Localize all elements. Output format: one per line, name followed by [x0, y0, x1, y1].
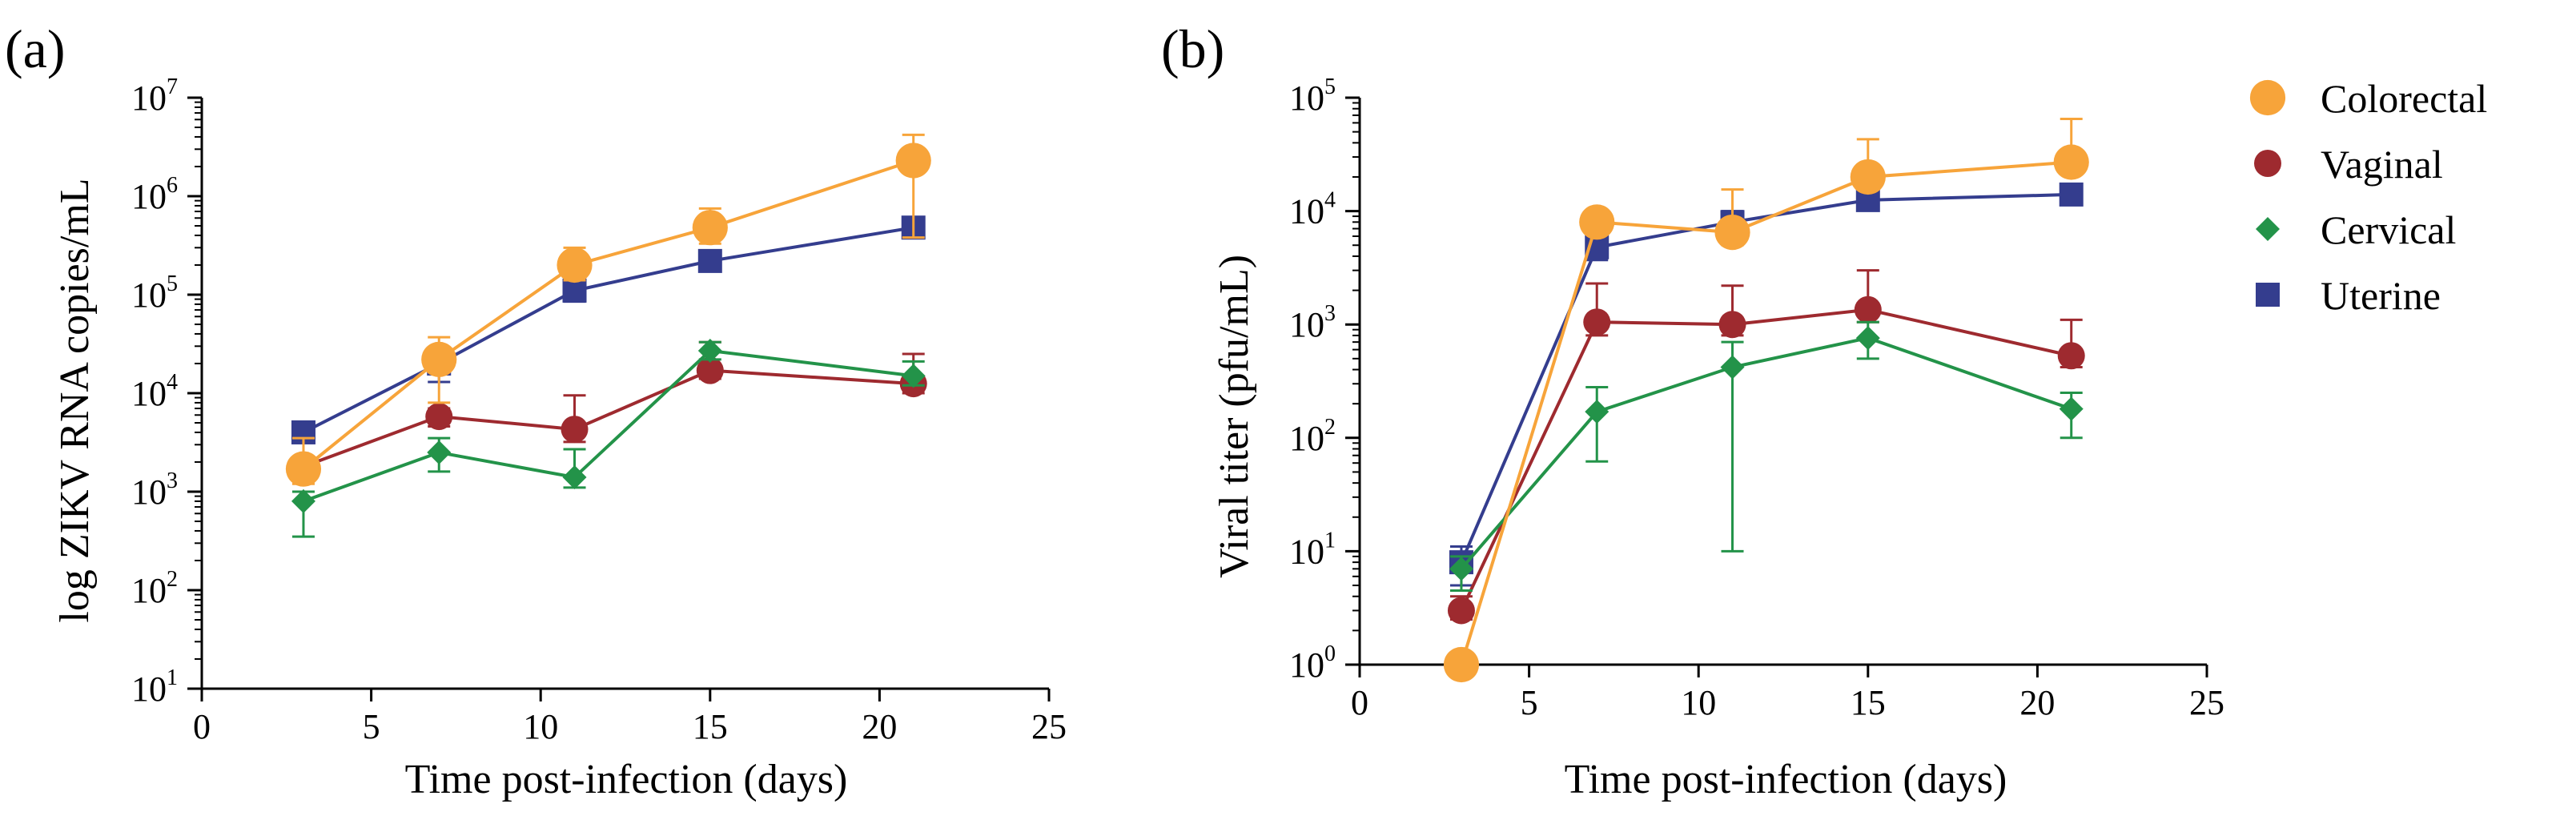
panel-a-vaginal-point-3 [696, 356, 724, 384]
panel-b-vaginal-point-2 [1718, 311, 1746, 339]
panel-b-vaginal-point-3 [1854, 295, 1882, 324]
panel-a-series-vaginal [289, 340, 927, 480]
panel-a-cervical-point-0 [291, 488, 315, 513]
panel-b-y-tick-label-0: 100 [1289, 641, 1336, 685]
panel-b-y-tick-label-2: 102 [1289, 415, 1336, 458]
panel-a-x-tick-label-20: 20 [862, 707, 897, 746]
panel-a-series-cervical [291, 338, 926, 538]
panel-b-x-tick-label-10: 10 [1681, 683, 1716, 722]
legend-marker-cervical [2256, 217, 2280, 241]
panel-a-colorectal-point-2 [557, 247, 593, 283]
panel-b-y-axis-title: Viral titer (pfu/mL) [1212, 255, 1257, 578]
panel-b-cervical-line [1460, 336, 2072, 570]
panel-a-label: (a) [5, 18, 65, 79]
panel-b-series-cervical [1449, 320, 2084, 593]
panel-a-colorectal-point-4 [895, 143, 931, 179]
panel-a-x-tick-label-15: 15 [693, 707, 728, 746]
panel-a-series-colorectal [285, 133, 931, 487]
panel-a-cervical-point-3 [697, 338, 722, 363]
panel-b-vaginal-point-1 [1583, 308, 1611, 336]
legend-marker-vaginal [2254, 150, 2281, 177]
panel-a-x-axis-title: Time post-infection (days) [405, 757, 848, 802]
panel-b-y-tick-label-4: 104 [1289, 188, 1336, 231]
panel-b-series-uterine [1449, 182, 2084, 587]
panel-a: (a) Time post-infection (days) log ZIKV … [5, 18, 1067, 802]
panel-b-x-tick-label-15: 15 [1851, 683, 1886, 722]
panel-b-y-tick-label-3: 103 [1289, 301, 1336, 344]
panel-b-x-tick-label-25: 25 [2189, 683, 2224, 722]
panel-b-x-tick-label-20: 20 [2019, 683, 2055, 722]
panel-a-y-tick-label-3: 103 [131, 468, 178, 512]
legend-label-colorectal: Colorectal [2321, 76, 2487, 121]
panel-b-x-tick-label-5: 5 [1521, 683, 1538, 722]
panel-a-y-tick-label-5: 105 [131, 271, 178, 315]
panel-a-vaginal-point-2 [561, 416, 589, 444]
panel-a-x-tick-label-25: 25 [1031, 707, 1067, 746]
panel-b-y-tick-label-1: 101 [1289, 528, 1336, 571]
panel-a-uterine-line [303, 226, 914, 434]
panel-a-y-axis-title: log ZIKV RNA copies/mL [52, 178, 98, 622]
panel-a-x-tick-label-5: 5 [363, 707, 380, 746]
panel-a-y-tick-label-6: 106 [131, 173, 178, 216]
legend-label-cervical: Cervical [2321, 207, 2456, 252]
panel-a-y-tick-label-7: 107 [131, 74, 178, 118]
panel-b-uterine-point-4 [2059, 182, 2084, 207]
panel-b-label: (b) [1161, 18, 1224, 79]
panel-b-cervical-point-0 [1449, 557, 1473, 581]
panel-b-x-tick-label-0: 0 [1351, 683, 1368, 722]
legend-label-vaginal: Vaginal [2321, 142, 2443, 187]
panel-a-vaginal-point-1 [425, 403, 453, 431]
panel-b-cervical-point-1 [1585, 400, 1609, 424]
panel-a-y-tick-label-1: 101 [131, 665, 178, 709]
panel-b-cervical-point-2 [1720, 355, 1745, 380]
panel-a-cervical-line [303, 348, 914, 503]
legend-label-uterine: Uterine [2321, 273, 2441, 318]
panel-b-colorectal-point-3 [1850, 159, 1886, 195]
panel-a-colorectal-line [302, 159, 914, 471]
legend-marker-uterine [2256, 283, 2280, 307]
panel-b-cervical-point-3 [1855, 326, 1880, 351]
panel-a-y-tick-label-2: 102 [131, 567, 178, 610]
legend: Colorectal Vaginal Cervical Uterine [2249, 76, 2487, 318]
panel-a-x-tick-label-0: 0 [193, 707, 211, 746]
panel-a-series-uterine [291, 215, 926, 444]
panel-a-y-tick-label-4: 104 [131, 370, 178, 413]
panel-b-colorectal-point-4 [2053, 144, 2089, 180]
panel-b-x-axis-title: Time post-infection (days) [1565, 757, 2007, 802]
panel-b-y-tick-label-5: 105 [1289, 74, 1336, 118]
panel-b-vaginal-point-0 [1447, 597, 1475, 625]
panel-b-cervical-point-4 [2059, 396, 2084, 421]
legend-marker-colorectal [2249, 79, 2286, 116]
panel-a-cervical-point-2 [562, 465, 587, 490]
panel-b-series-colorectal [1443, 117, 2089, 683]
panel-a-colorectal-point-1 [421, 341, 457, 377]
panel-b-colorectal-point-0 [1443, 646, 1480, 683]
panel-a-uterine-point-3 [697, 248, 722, 273]
panel-b-colorectal-point-1 [1579, 204, 1615, 240]
panel-a-cervical-point-1 [427, 440, 452, 465]
panel-a-x-tick-label-10: 10 [523, 707, 558, 746]
panel-b-vaginal-point-4 [2057, 342, 2085, 370]
panel-a-colorectal-point-3 [692, 210, 728, 246]
panel-a-colorectal-point-0 [285, 451, 322, 487]
panel-a-cervical-point-4 [901, 364, 926, 388]
panel-b-vaginal-line [1460, 307, 2072, 612]
panel-b-series-vaginal [1447, 269, 2085, 625]
panel-b: (b) Time post-infection (days) Viral tit… [1161, 18, 2224, 802]
panel-b-colorectal-point-2 [1714, 214, 1750, 251]
